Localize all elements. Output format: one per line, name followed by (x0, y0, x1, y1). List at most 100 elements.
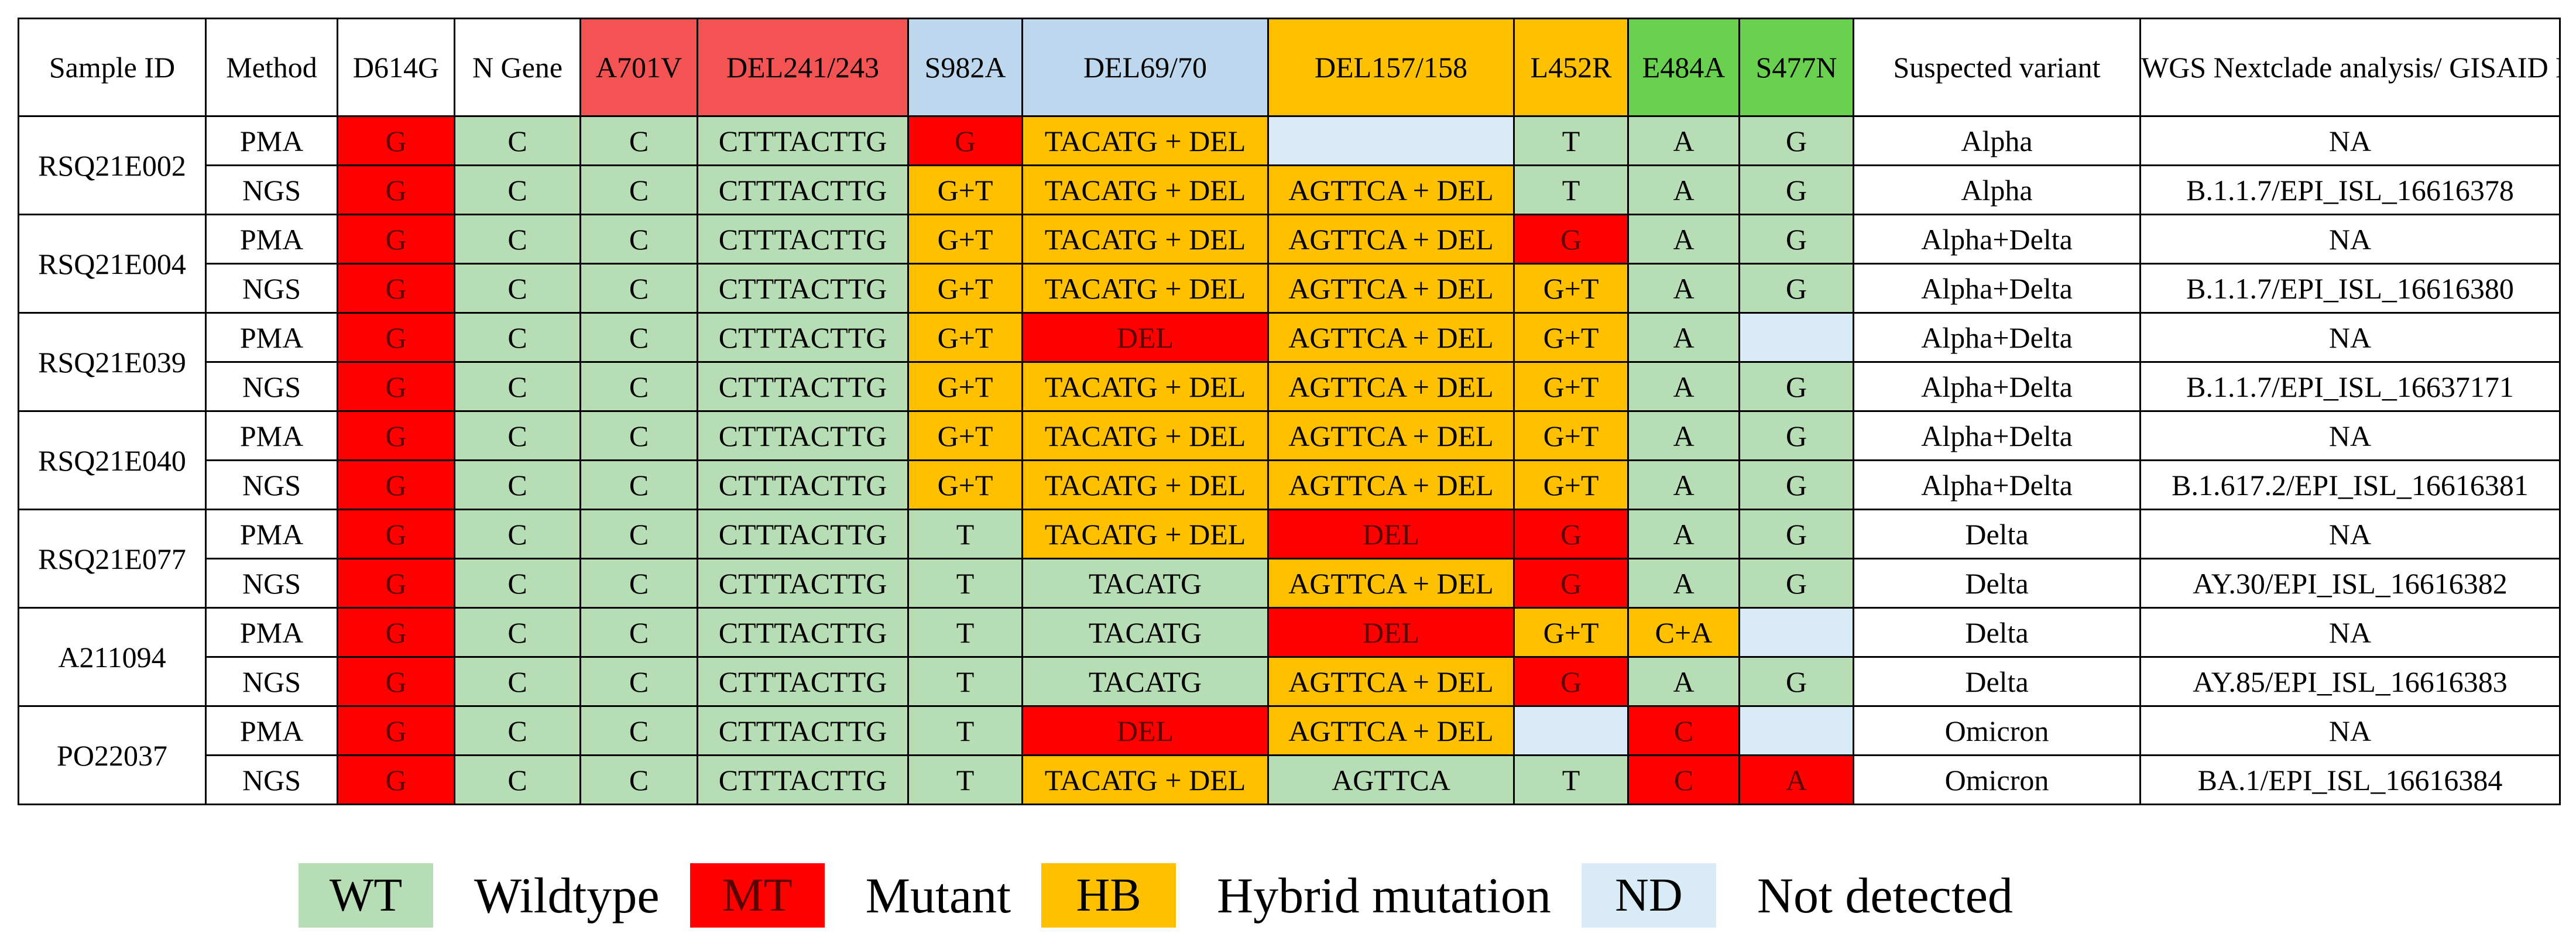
mutation-cell: CTTTACTTG (697, 164, 909, 215)
mutation-cell: G (337, 410, 455, 461)
method-cell: NGS (205, 459, 338, 510)
variant-table-container: Sample ID Method D614G N Gene A701V DEL241/24… (18, 18, 2561, 805)
mutation-cell (1513, 705, 1629, 756)
mutation-cell: C (454, 312, 581, 363)
mutation-cell: G (1513, 214, 1629, 265)
mutation-cell: T (907, 656, 1023, 707)
mutation-cell: C (579, 705, 698, 756)
sample-id-cell: RSQ21E002 (18, 115, 207, 215)
mutation-cell: AGTTCA + DEL (1267, 361, 1515, 412)
legend-swatch: HB (1041, 863, 1176, 928)
sample-id-cell: RSQ21E040 (18, 410, 207, 510)
mutation-cell: T (907, 558, 1023, 609)
mutation-cell: A (1627, 656, 1740, 707)
suspected-variant-cell: Delta (1853, 509, 2141, 559)
mutation-cell: CTTTACTTG (697, 705, 909, 756)
legend-item: WT Wildtype (299, 863, 660, 928)
mutation-cell: TACATG (1021, 607, 1269, 658)
table-row: NGS G C C CTTTACTTG G+T TACATG + DEL AGTTCA + D… (19, 361, 2561, 412)
column-header: D614G (337, 18, 455, 117)
mutation-cell: G (337, 607, 455, 658)
suspected-variant-cell: Alpha+Delta (1853, 263, 2141, 314)
mutation-cell: AGTTCA + DEL (1267, 705, 1515, 756)
column-header: E484A (1627, 18, 1740, 117)
mutation-cell: G+T (907, 263, 1023, 314)
suspected-variant-cell: Alpha+Delta (1853, 410, 2141, 461)
mutation-cell: TACATG (1021, 656, 1269, 707)
mutation-cell: AGTTCA (1267, 754, 1515, 805)
mutation-cell: G (337, 509, 455, 559)
mutation-cell: C (579, 312, 698, 363)
mutation-cell: A (1627, 263, 1740, 314)
mutation-cell: G+T (907, 214, 1023, 265)
mutation-cell: G (337, 705, 455, 756)
mutation-cell: CTTTACTTG (697, 263, 909, 314)
mutation-cell: C (579, 656, 698, 707)
mutation-cell: A (1627, 214, 1740, 265)
mutation-cell: A (1627, 410, 1740, 461)
gisaid-cell: B.1.617.2/EPI_ISL_16616381 (2139, 459, 2561, 510)
mutation-cell: G+T (1513, 459, 1629, 510)
column-header: S477N (1738, 18, 1854, 117)
column-header: N Gene (454, 18, 581, 117)
mutation-cell: G (337, 754, 455, 805)
table-row: PO22037 PMA G C C CTTTACTTG T DEL AGTTCA + DEL C O… (18, 705, 2561, 805)
mutation-cell: TACATG + DEL (1021, 263, 1269, 314)
table-row: NGS G C C CTTTACTTG T TACATG + DEL AGTTCA T C A Omi… (19, 754, 2561, 805)
mutation-cell: C (579, 509, 698, 559)
legend-item: HB Hybrid mutation (1041, 863, 1551, 928)
column-header: DEL241/243 (697, 18, 909, 117)
mutation-cell: G (337, 558, 455, 609)
column-header: Suspected variant (1853, 18, 2141, 117)
suspected-variant-cell: Alpha (1853, 164, 2141, 215)
mutation-cell: C (579, 361, 698, 412)
gisaid-cell: NA (2139, 115, 2561, 166)
mutation-cell: TACATG + DEL (1021, 214, 1269, 265)
legend-swatch: ND (1581, 863, 1716, 928)
mutation-cell: A (1627, 164, 1740, 215)
mutation-cell: CTTTACTTG (697, 115, 909, 166)
mutation-cell: G (337, 263, 455, 314)
suspected-variant-cell: Alpha+Delta (1853, 361, 2141, 412)
mutation-cell: G (1738, 459, 1854, 510)
suspected-variant-cell: Omicron (1853, 705, 2141, 756)
mutation-cell: C (579, 754, 698, 805)
gisaid-cell: NA (2139, 705, 2561, 756)
mutation-cell: G (1513, 558, 1629, 609)
mutation-cell: G (1513, 509, 1629, 559)
legend-label: Not detected (1757, 867, 2013, 923)
mutation-cell: T (907, 754, 1023, 805)
mutation-cell: G (1738, 361, 1854, 412)
mutation-cell: AGTTCA + DEL (1267, 164, 1515, 215)
mutation-cell: T (1513, 164, 1629, 215)
mutation-cell: G+T (1513, 361, 1629, 412)
legend-item: ND Not detected (1581, 863, 2013, 928)
mutation-cell: C (454, 459, 581, 510)
mutation-cell: G (1738, 410, 1854, 461)
variant-table: Sample ID Method D614G N Gene A701V DEL241/24… (18, 18, 2561, 805)
gisaid-cell: B.1.1.7/EPI_ISL_16616378 (2139, 164, 2561, 215)
mutation-cell: A (1627, 459, 1740, 510)
mutation-cell: C (454, 410, 581, 461)
gisaid-cell: NA (2139, 312, 2561, 363)
mutation-cell: CTTTACTTG (697, 459, 909, 510)
mutation-cell: G (337, 361, 455, 412)
gisaid-cell: BA.1/EPI_ISL_16616384 (2139, 754, 2561, 805)
table-body: RSQ21E002 PMA G C C CTTTACTTG G TACATG + DEL T A G… (18, 115, 2561, 805)
mutation-cell: G (907, 115, 1023, 166)
mutation-cell: CTTTACTTG (697, 607, 909, 658)
mutation-cell: C (579, 558, 698, 609)
mutation-cell: G+T (1513, 312, 1629, 363)
sample-id-cell: RSQ21E077 (18, 509, 207, 609)
mutation-cell: CTTTACTTG (697, 410, 909, 461)
table-row: NGS G C C CTTTACTTG G+T TACATG + DEL AGTTCA + D… (19, 164, 2561, 215)
mutation-cell: G+T (907, 459, 1023, 510)
suspected-variant-cell: Alpha+Delta (1853, 459, 2141, 510)
mutation-cell: T (1513, 754, 1629, 805)
mutation-cell: AGTTCA + DEL (1267, 312, 1515, 363)
mutation-cell: G+T (1513, 263, 1629, 314)
mutation-cell: TACATG + DEL (1021, 361, 1269, 412)
mutation-cell: T (907, 705, 1023, 756)
mutation-cell: C (1627, 705, 1740, 756)
mutation-cell: G (1738, 214, 1854, 265)
